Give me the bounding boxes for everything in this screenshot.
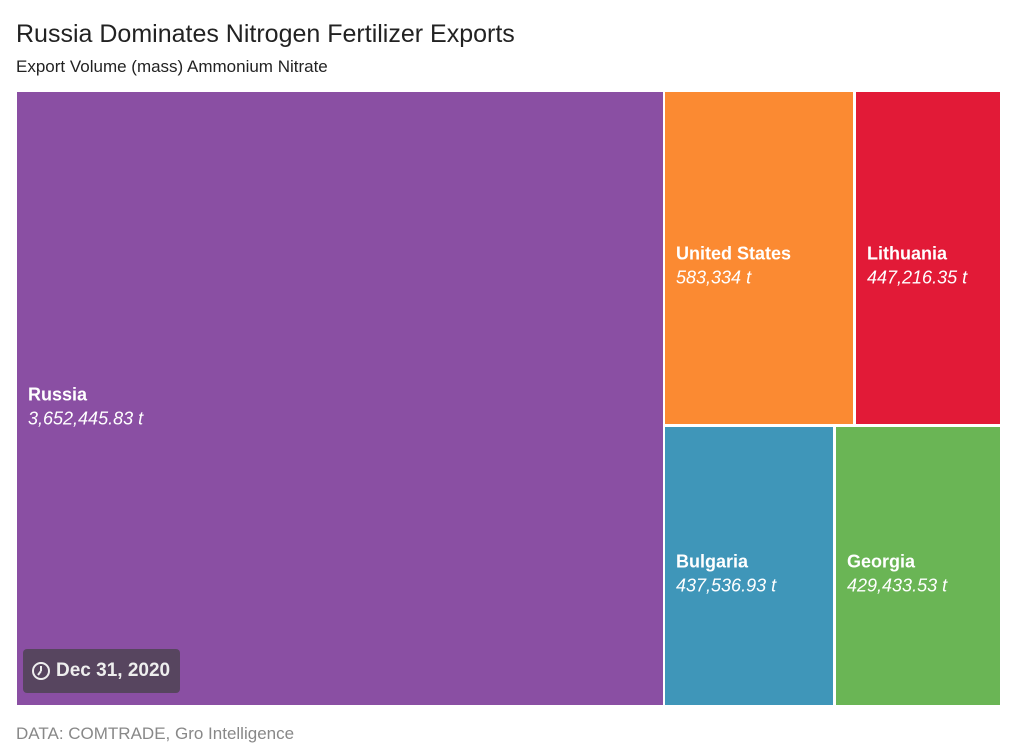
tile-name: Georgia [847, 551, 916, 572]
tile-name: Russia [28, 384, 88, 404]
tile-name: Lithuania [867, 243, 947, 264]
tile-label: Georgia 429,433.53 t [847, 552, 996, 597]
source-note: DATA: COMTRADE, Gro Intelligence [16, 724, 295, 743]
tile-name: Bulgaria [676, 551, 749, 572]
chart-title: Russia Dominates Nitrogen Fertilizer Exp… [16, 20, 515, 48]
date-badge: Dec 31, 2020 [23, 649, 180, 693]
tile-name: United States [676, 243, 792, 264]
clock-icon [32, 662, 50, 680]
tile-lithuania[interactable]: Lithuania 447,216.35 t [856, 92, 1000, 424]
tile-label: United States 583,334 t [676, 244, 849, 289]
tile-russia[interactable]: Russia 3,652,445.83 t [17, 92, 663, 705]
tile-united-states[interactable]: United States 583,334 t [665, 92, 853, 424]
tile-value: 447,216.35 t [867, 267, 968, 288]
tile-georgia[interactable]: Georgia 429,433.53 t [836, 427, 1000, 705]
tile-label: Lithuania 447,216.35 t [867, 244, 996, 289]
tile-value: 3,652,445.83 t [28, 408, 144, 428]
tile-value: 429,433.53 t [847, 575, 948, 596]
date-text: Dec 31, 2020 [56, 660, 171, 681]
tile-label: Bulgaria 437,536.93 t [676, 552, 829, 597]
chart-subtitle: Export Volume (mass) Ammonium Nitrate [16, 57, 328, 76]
tile-value: 583,334 t [676, 267, 752, 288]
tile-value: 437,536.93 t [676, 575, 777, 596]
tile-bulgaria[interactable]: Bulgaria 437,536.93 t [665, 427, 833, 705]
tile-label: Russia 3,652,445.83 t [28, 384, 659, 429]
